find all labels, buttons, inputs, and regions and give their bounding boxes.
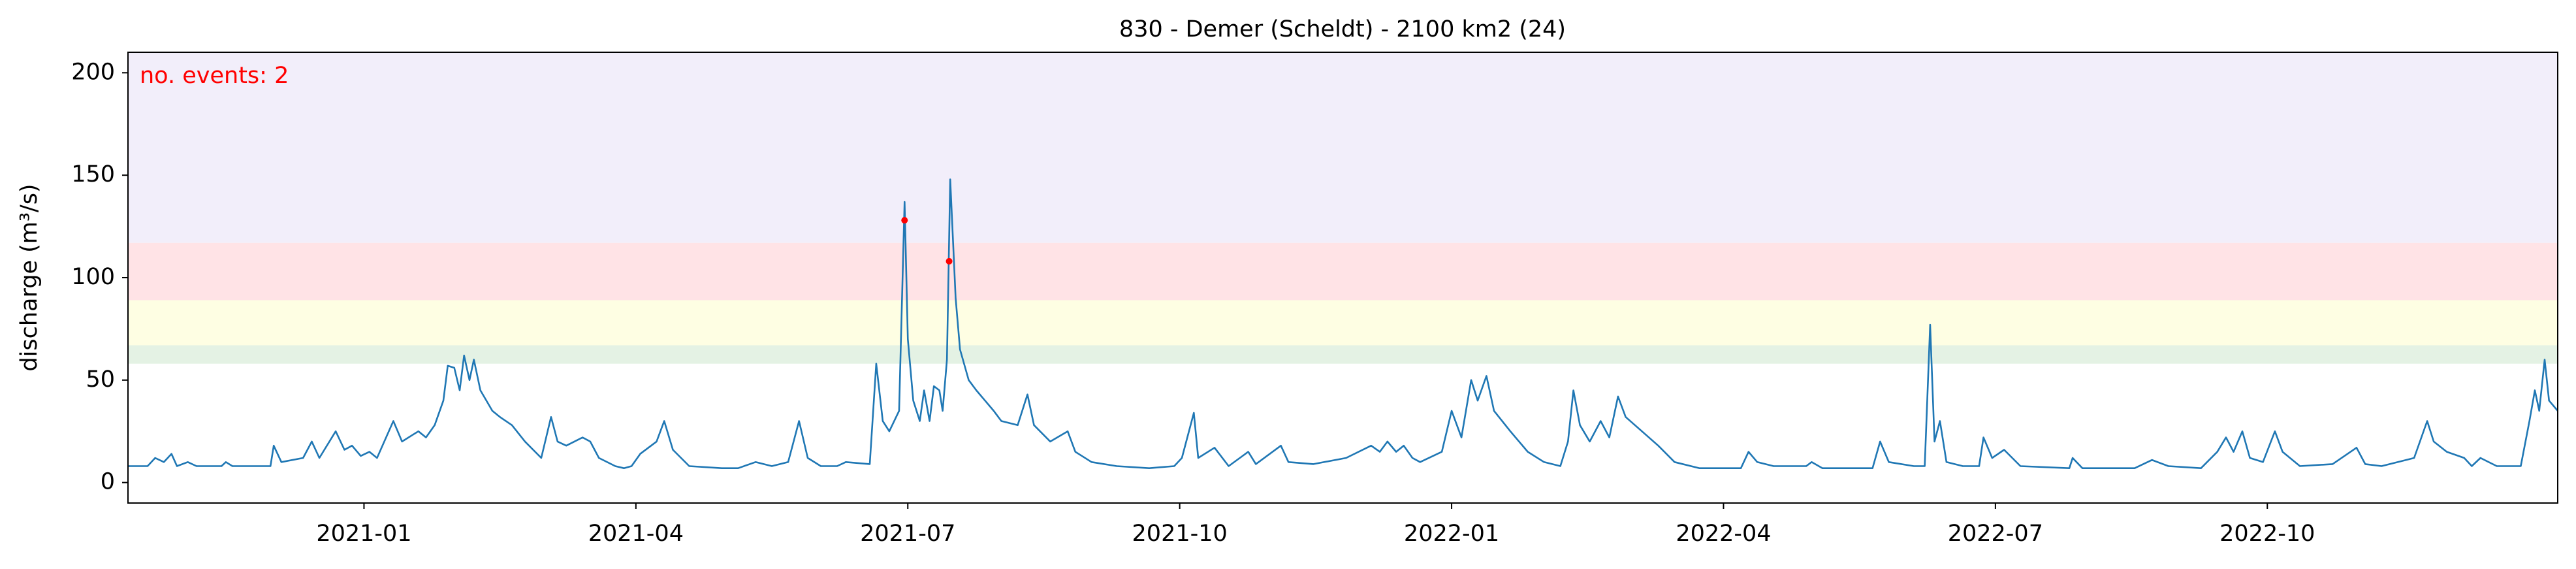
y-tick-label: 100 [71,264,115,290]
x-tick-label: 2022-04 [1676,521,1771,547]
x-tick-label: 2021-10 [1132,521,1228,547]
y-tick-label: 0 [101,469,115,495]
plot-frame [127,52,2558,504]
x-tick-label: 2021-01 [316,521,411,547]
threshold-band [128,300,2558,346]
y-axis-label: discharge (m³/s) [16,184,42,371]
x-tick-label: 2022-10 [2219,521,2315,547]
x-tick-label: 2022-07 [1948,521,2043,547]
threshold-band [128,242,2558,301]
threshold-band [128,52,2558,243]
event-marker [901,217,908,224]
x-tick-label: 2021-07 [860,521,955,547]
y-tick-label: 150 [71,161,115,187]
threshold-band [128,345,2558,364]
chart-title: 830 - Demer (Scheldt) - 2100 km2 (24) [1119,16,1566,42]
events-annotation: no. events: 2 [140,63,289,89]
event-marker [946,257,953,265]
x-tick-label: 2021-04 [588,521,684,547]
discharge-line [128,178,2558,469]
y-tick-label: 50 [86,366,115,393]
x-tick-label: 2022-01 [1404,521,1499,547]
y-tick-label: 200 [71,59,115,85]
